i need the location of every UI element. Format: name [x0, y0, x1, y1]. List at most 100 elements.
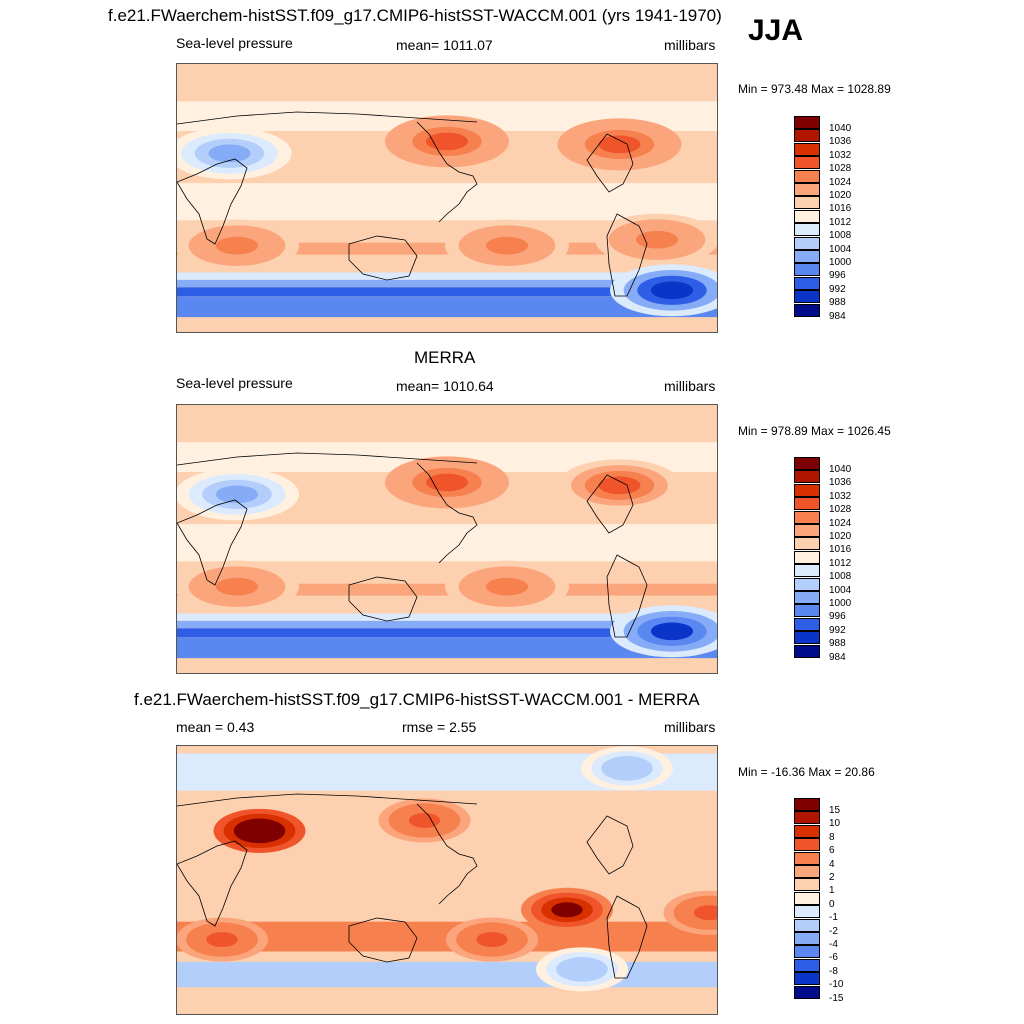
contour-region — [635, 230, 679, 249]
colorbar-swatch — [794, 303, 820, 317]
colorbar-tick-label: 1032 — [829, 490, 852, 502]
colorbar-tick-label: 988 — [829, 638, 846, 650]
panel2-header: MERRA — [414, 348, 476, 367]
slp-model-map — [177, 64, 717, 332]
contour-region — [215, 577, 259, 596]
contour-region — [425, 473, 469, 492]
colorbar-swatch — [794, 116, 820, 129]
panel1-center-label: mean= 1011.07 — [396, 37, 493, 53]
panel3-units-label: millibars — [664, 719, 716, 735]
colorbar-swatch — [794, 276, 820, 290]
colorbar-swatch — [794, 631, 820, 645]
colorbar-swatch — [794, 577, 820, 591]
colorbar-tick-label: 1040 — [829, 123, 852, 134]
colorbar-tick-label: 1016 — [829, 203, 852, 215]
pressure-band — [177, 598, 717, 611]
coastline — [606, 895, 648, 979]
colorbar-swatch — [794, 497, 820, 511]
contour-region — [408, 812, 441, 828]
colorbar-swatch — [794, 865, 820, 878]
colorbar-tick-label: 1008 — [829, 571, 852, 583]
colorbar-swatch — [794, 156, 820, 170]
contour-region — [693, 905, 717, 921]
panel3-rmse-label: rmse = 2.55 — [402, 719, 477, 735]
season-label: JJA — [748, 14, 804, 47]
colorbar-tick-label: -2 — [829, 925, 838, 937]
colorbar-swatch — [794, 617, 820, 631]
panel2-center-label: mean= 1010.64 — [396, 378, 494, 394]
contour-region — [598, 135, 641, 154]
coastline — [586, 815, 634, 875]
panel1-minmax: Min = 973.48 Max = 1028.89 — [738, 82, 891, 96]
panel3-mean-label: mean = 0.43 — [176, 719, 255, 735]
panel3-minmax: Min = -16.36 Max = 20.86 — [738, 765, 875, 779]
colorbar-tick-label: 2 — [829, 872, 835, 883]
panel2-units-label: millibars — [664, 378, 716, 394]
colorbar-tick-label: 0 — [829, 898, 835, 910]
colorbar-swatch — [794, 604, 820, 618]
colorbar-swatch — [794, 209, 820, 223]
pressure-band — [177, 524, 717, 562]
colorbar-swatch — [794, 972, 820, 986]
panel3-header: f.e21.FWaerchem-histSST.f09_g17.CMIP6-hi… — [134, 690, 700, 709]
colorbar-swatch — [794, 169, 820, 183]
colorbar-swatch — [794, 644, 820, 658]
pressure-band — [177, 272, 717, 280]
coastline — [586, 474, 634, 534]
contour-region — [650, 622, 694, 641]
colorbar-swatch — [794, 196, 820, 210]
colorbar-tick-label: 1012 — [829, 216, 852, 228]
colorbar-tick-label: 1012 — [829, 557, 852, 569]
pressure-band — [177, 620, 717, 629]
colorbar-swatch — [794, 824, 820, 838]
coastline — [177, 111, 478, 125]
colorbar-swatch — [794, 263, 820, 277]
contour-region — [215, 485, 259, 504]
panel2-left-label: Sea-level pressure — [176, 375, 293, 391]
colorbar-tick-label: 1028 — [829, 163, 852, 175]
coastline — [177, 840, 248, 927]
colorbar-tick-label: 1016 — [829, 544, 852, 556]
colorbar-swatch — [794, 891, 820, 905]
panel3-map — [176, 745, 718, 1015]
colorbar-tick-label: 1040 — [829, 464, 852, 475]
colorbar-tick-label: 996 — [829, 611, 846, 623]
pressure-band — [177, 628, 717, 638]
contour-region — [476, 932, 508, 948]
contour-region — [611, 760, 643, 776]
colorbar-swatch — [794, 878, 820, 892]
pressure-band — [177, 296, 717, 318]
contour-region — [206, 932, 238, 948]
colorbar-tick-label: 1028 — [829, 504, 852, 516]
colorbar-swatch — [794, 483, 820, 497]
difference-band — [177, 961, 717, 988]
contour-region — [425, 132, 469, 151]
colorbar-tick-label: 1036 — [829, 477, 852, 489]
coastline — [586, 133, 634, 193]
colorbar-swatch — [794, 290, 820, 304]
colorbar-swatch — [794, 129, 820, 143]
coastline — [177, 452, 478, 466]
colorbar-swatch — [794, 510, 820, 524]
colorbar-tick-label: -1 — [829, 912, 838, 924]
coastline — [348, 576, 418, 622]
contour-region — [485, 577, 529, 596]
colorbar-swatch — [794, 223, 820, 237]
colorbar-swatch — [794, 945, 820, 959]
colorbar-tick-label: 10 — [829, 818, 841, 830]
coastline — [348, 917, 418, 963]
colorbar-swatch — [794, 183, 820, 196]
colorbar-tick-label: 1036 — [829, 136, 852, 148]
coastline — [416, 803, 478, 905]
colorbar-tick-label: 1024 — [829, 176, 852, 188]
colorbar-tick-label: 996 — [829, 270, 846, 282]
contour-region — [650, 281, 694, 300]
contour-region — [215, 236, 259, 255]
colorbar-swatch — [794, 958, 820, 972]
coastline — [606, 554, 648, 638]
colorbar-swatch — [794, 838, 820, 852]
colorbar-tick-label: -15 — [829, 992, 844, 1004]
colorbar-tick-label: 1020 — [829, 531, 852, 542]
colorbar-swatch — [794, 537, 820, 551]
colorbar-tick-label: 1008 — [829, 230, 852, 242]
